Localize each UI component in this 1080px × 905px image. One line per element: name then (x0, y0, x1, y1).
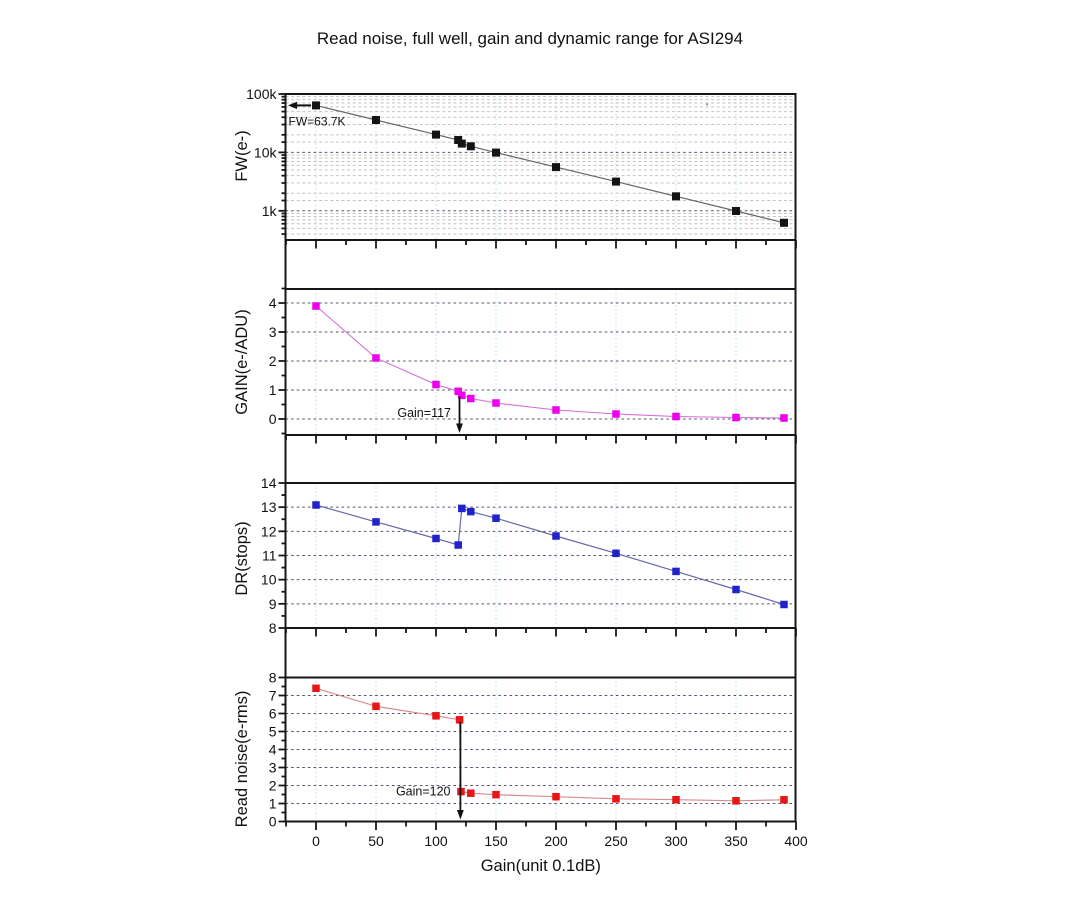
svg-text:100: 100 (424, 833, 448, 849)
svg-text:Gain=120: Gain=120 (396, 785, 451, 799)
svg-text:9: 9 (269, 596, 277, 612)
svg-text:7: 7 (269, 688, 277, 704)
svg-text:300: 300 (664, 833, 688, 849)
svg-text:Gain(unit 0.1dB): Gain(unit 0.1dB) (481, 857, 601, 875)
svg-text:4: 4 (269, 295, 277, 311)
svg-text:350: 350 (724, 833, 748, 849)
svg-text:FW=63.7K: FW=63.7K (289, 115, 346, 129)
svg-text:2: 2 (269, 778, 277, 794)
svg-text:50: 50 (368, 833, 384, 849)
svg-text:150: 150 (484, 833, 508, 849)
svg-text:400: 400 (784, 833, 808, 849)
svg-text:5: 5 (269, 724, 277, 740)
svg-text:12: 12 (261, 523, 277, 539)
svg-text:Gain=117: Gain=117 (397, 406, 451, 420)
svg-text:10: 10 (261, 572, 277, 588)
svg-text:0: 0 (269, 814, 277, 830)
svg-text:100k: 100k (246, 86, 277, 102)
svg-text:DR(stops): DR(stops) (233, 521, 251, 595)
svg-text:1: 1 (269, 796, 277, 812)
svg-text:1k: 1k (262, 203, 278, 219)
svg-text:GAIN(e-/ADU): GAIN(e-/ADU) (233, 309, 251, 414)
svg-text:6: 6 (269, 706, 277, 722)
svg-text:3: 3 (269, 324, 277, 340)
svg-text:Read noise(e-rms): Read noise(e-rms) (233, 691, 251, 828)
svg-text:13: 13 (261, 499, 277, 515)
svg-text:0: 0 (269, 411, 277, 427)
svg-text:0: 0 (312, 833, 320, 849)
svg-text:FW(e-): FW(e-) (233, 130, 251, 181)
svg-text:2: 2 (269, 353, 277, 369)
svg-text:200: 200 (544, 833, 568, 849)
svg-text:250: 250 (604, 833, 628, 849)
svg-text:14: 14 (261, 475, 277, 491)
svg-text:10k: 10k (254, 144, 278, 160)
svg-text:8: 8 (269, 620, 277, 636)
svg-text:Read noise, full well, gain an: Read noise, full well, gain and dynamic … (317, 29, 743, 48)
svg-text:4: 4 (269, 742, 277, 758)
svg-text:11: 11 (262, 548, 277, 564)
svg-text:1: 1 (269, 382, 277, 398)
svg-text:8: 8 (269, 670, 277, 686)
svg-text:3: 3 (269, 760, 277, 776)
